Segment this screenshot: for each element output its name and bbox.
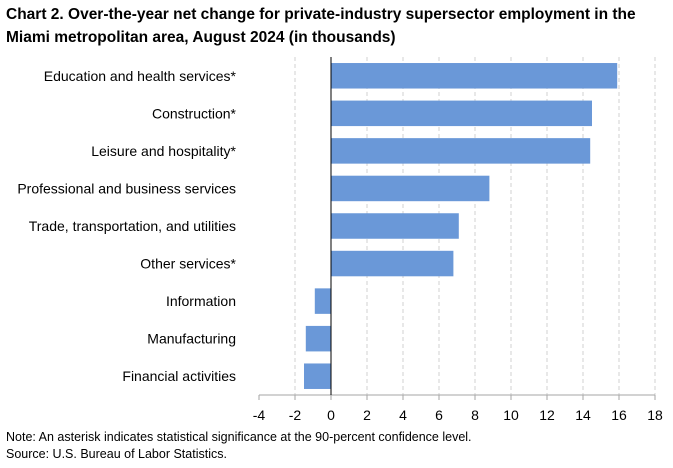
x-tick-label: 10 [503,407,519,423]
category-label: Leisure and hospitality* [91,143,236,159]
x-tick-label: -4 [253,407,266,423]
bar-3 [331,175,490,202]
bar-0 [331,63,618,89]
chart-title: Chart 2. Over-the-year net change for pr… [6,6,636,46]
category-label: Manufacturing [147,331,236,347]
x-tick-label: 4 [399,407,407,423]
category-label: Construction* [152,105,237,121]
bars [304,63,618,389]
category-label: Other services* [140,256,236,272]
x-tick-label: 6 [435,407,443,423]
axes [258,57,656,400]
x-tick-label: 2 [363,407,371,423]
category-label: Financial activities [122,368,236,384]
category-label: Trade, transportation, and utilities [29,218,236,234]
x-tick-label: 16 [611,407,627,423]
bar-6 [314,288,331,314]
bar-1 [331,100,592,127]
x-tick-label: 18 [647,407,663,423]
category-label: Information [166,293,236,309]
chart-source: Source: U.S. Bureau of Labor Statistics. [6,447,227,461]
bar-5 [331,250,454,277]
category-label: Education and health services* [44,68,237,84]
bar-7 [305,325,331,352]
x-tick-labels: -4 -2 0 2 4 6 8 10 12 14 16 18 [253,407,663,423]
x-tick-label: 8 [471,407,479,423]
x-tick-label: 0 [327,407,335,423]
x-tick-label: 14 [575,407,591,423]
category-labels: Education and health services* Constructi… [17,68,236,384]
category-label: Professional and business services [17,180,236,196]
chart-note: Note: An asterisk indicates statistical … [6,430,472,444]
x-tick-label: -2 [289,407,302,423]
x-tick-label: 12 [539,407,555,423]
bar-8 [304,363,331,389]
bar-4 [331,213,459,239]
bar-2 [331,138,591,164]
